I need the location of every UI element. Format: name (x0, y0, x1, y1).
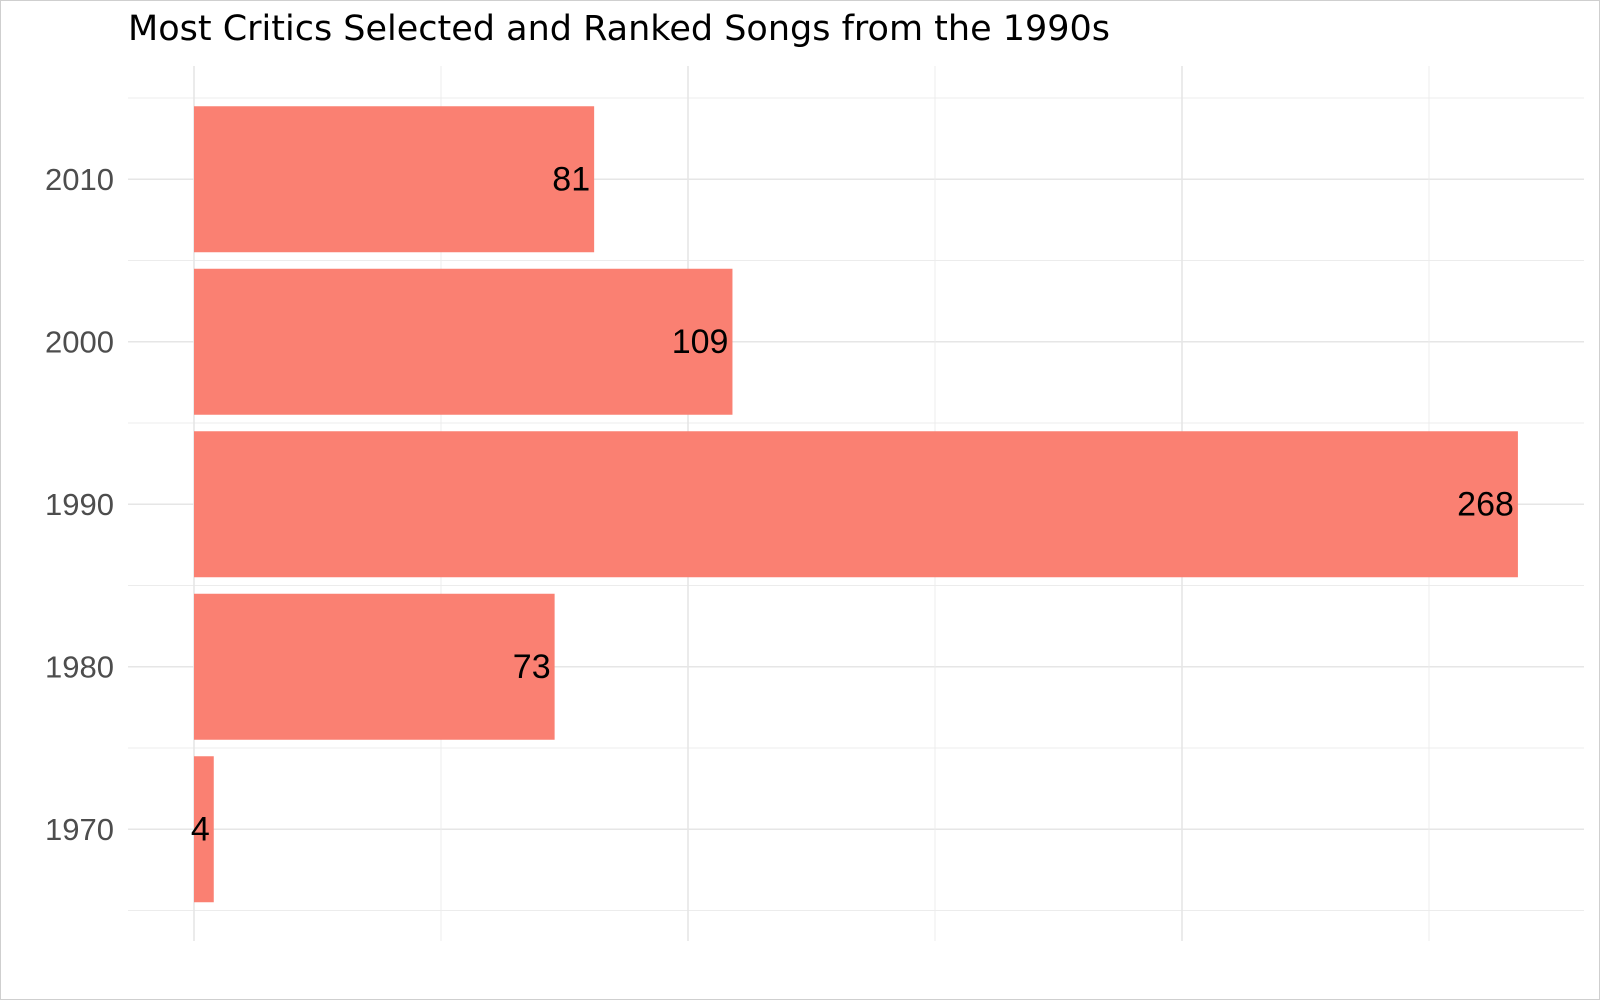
bar-1970 (194, 756, 214, 903)
bar-2000 (194, 268, 733, 415)
bar-1980 (194, 593, 555, 740)
axis-layer: 1970 1980 1990 2000 2010 (45, 162, 114, 847)
y-tick-label-1970: 1970 (45, 812, 114, 847)
bar-2010 (194, 106, 595, 253)
y-tick-label-2010: 2010 (45, 162, 114, 197)
chart-title: Most Critics Selected and Ranked Songs f… (128, 9, 1111, 49)
data-label-1990: 268 (1457, 485, 1514, 523)
bar-layer (194, 106, 1518, 903)
label-layer: 4 73 268 109 81 (191, 160, 1514, 848)
bar-1990 (194, 431, 1518, 578)
y-tick-label-1980: 1980 (45, 649, 114, 684)
data-label-2010: 81 (552, 160, 590, 198)
data-label-1980: 73 (513, 648, 551, 686)
data-label-1970: 4 (191, 810, 210, 848)
y-tick-label-1990: 1990 (45, 487, 114, 522)
y-tick-label-2000: 2000 (45, 324, 114, 359)
data-label-2000: 109 (672, 323, 729, 361)
